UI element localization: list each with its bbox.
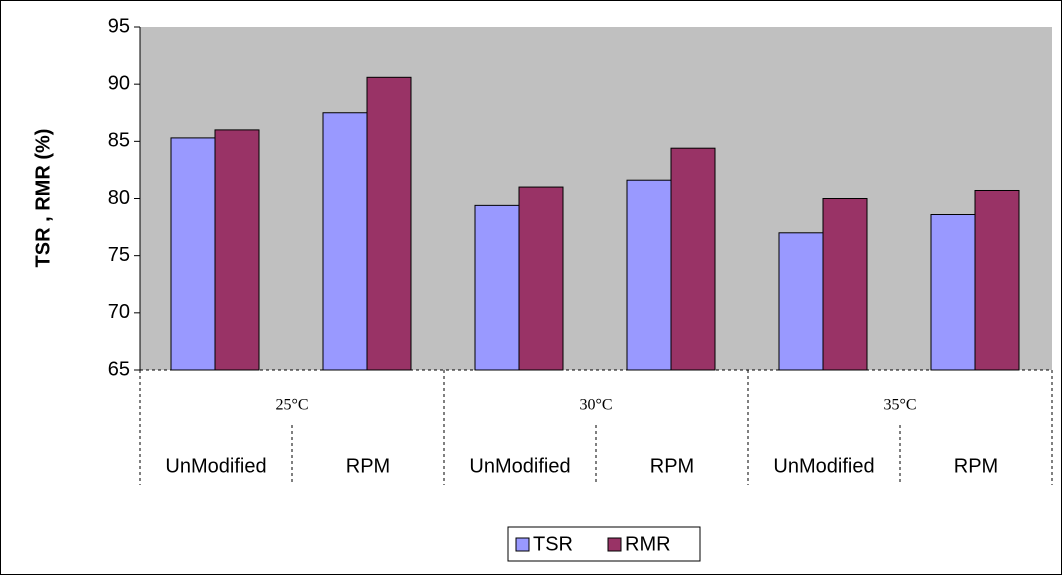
bar: [670, 147, 716, 371]
y-tick-label: 95: [108, 15, 130, 37]
bar: [474, 204, 520, 371]
legend-box: [507, 526, 701, 562]
group-label: 25°C: [275, 397, 308, 414]
x-tick-label: UnModified: [773, 455, 874, 477]
bar: [822, 198, 868, 371]
bar: [518, 186, 564, 371]
y-tick-label: 80: [108, 187, 130, 209]
bar: [366, 76, 412, 371]
y-axis-label: TSR , RMR (%): [32, 129, 54, 268]
bar: [930, 214, 976, 371]
x-tick-label: RPM: [954, 455, 998, 477]
legend-label: TSR: [533, 533, 573, 555]
x-tick-label: RPM: [346, 455, 390, 477]
bar: [626, 179, 672, 371]
y-tick-label: 90: [108, 72, 130, 94]
bar: [778, 232, 824, 371]
y-tick-label: 85: [108, 130, 130, 152]
bar: [974, 189, 1020, 371]
legend-swatch: [515, 537, 530, 552]
group-label: 30°C: [579, 397, 612, 414]
bar: [214, 129, 260, 371]
bar: [170, 137, 216, 371]
y-tick-label: 70: [108, 301, 130, 323]
x-tick-label: RPM: [650, 455, 694, 477]
bar: [322, 112, 368, 371]
y-tick-label: 65: [108, 358, 130, 380]
x-tick-label: UnModified: [165, 455, 266, 477]
legend-label: RMR: [625, 533, 671, 555]
x-tick-label: UnModified: [469, 455, 570, 477]
y-tick-label: 75: [108, 244, 130, 266]
plot-area: [140, 27, 1052, 370]
group-label: 35°C: [883, 397, 916, 414]
legend-swatch: [607, 537, 622, 552]
